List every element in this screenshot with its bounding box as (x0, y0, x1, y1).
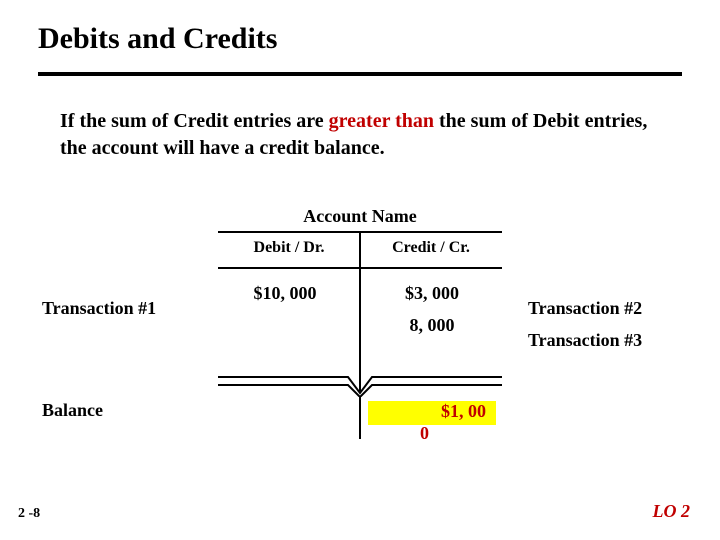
vertical-split (359, 397, 361, 439)
body-pre: If the sum of Credit entries are (60, 110, 329, 132)
account-name: Account Name (218, 206, 502, 231)
vertical-split (359, 233, 361, 267)
t-account-headers: Debit / Dr. Credit / Cr. (218, 233, 502, 267)
balance-label: Balance (42, 400, 212, 421)
debit-header: Debit / Dr. (218, 239, 360, 257)
learning-objective: LO 2 (653, 501, 691, 522)
credit-cell: $3, 000 (366, 283, 498, 304)
balance-value: $1, 00 (368, 401, 496, 422)
body-emph: greater than (329, 110, 434, 132)
ledger-break (218, 373, 502, 397)
body-text: If the sum of Credit entries are greater… (60, 108, 660, 162)
slide: Debits and Credits If the sum of Credit … (0, 0, 720, 540)
slide-number: 2 -8 (18, 506, 40, 522)
balance-value-wrap: 0 (420, 423, 436, 444)
transaction-label-right: Transaction #3 (528, 330, 698, 351)
page-title: Debits and Credits (38, 22, 277, 56)
transaction-label-right: Transaction #2 (528, 298, 698, 319)
credit-header: Credit / Cr. (360, 239, 502, 257)
title-rule (38, 72, 682, 76)
credit-cell: 8, 000 (366, 315, 498, 336)
transaction-label-left: Transaction #1 (42, 298, 212, 319)
debit-cell: $10, 000 (218, 283, 352, 304)
balance-row: $1, 00 0 (218, 397, 502, 439)
t-account: Account Name Debit / Dr. Credit / Cr. $1… (218, 206, 502, 391)
